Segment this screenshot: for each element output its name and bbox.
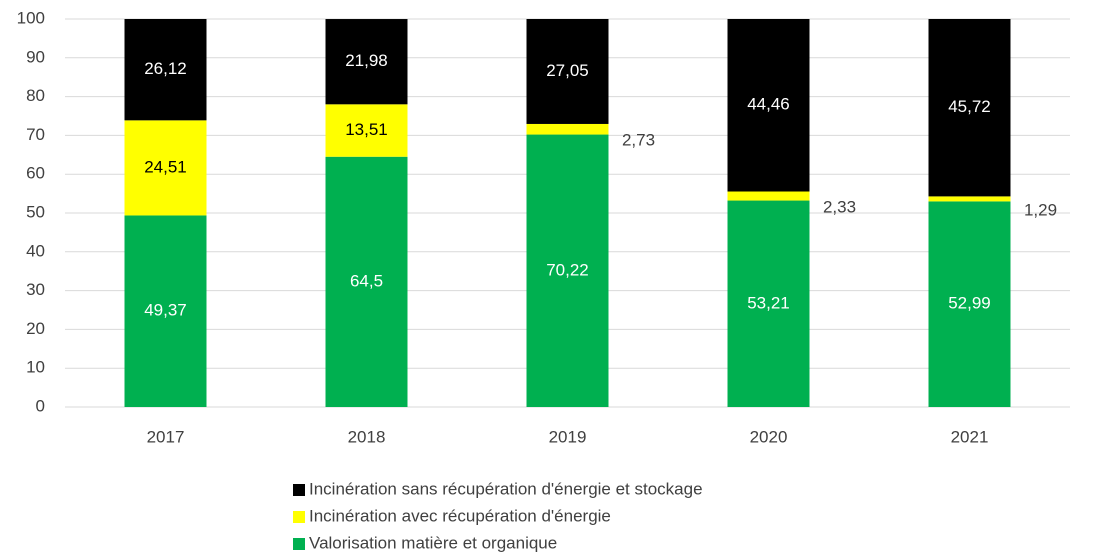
y-tick-label: 40 xyxy=(26,241,45,260)
x-tick-label: 2019 xyxy=(549,427,587,446)
bar-segment xyxy=(526,123,609,135)
legend-marker xyxy=(293,538,305,550)
x-tick-label: 2018 xyxy=(348,427,386,446)
bar-segment xyxy=(727,200,810,407)
y-tick-label: 60 xyxy=(26,164,45,183)
y-tick-label: 10 xyxy=(26,358,45,377)
y-tick-label: 90 xyxy=(26,47,45,66)
y-tick-label: 0 xyxy=(36,396,45,415)
data-label: 2,33 xyxy=(823,198,856,217)
data-label: 26,12 xyxy=(144,59,187,78)
x-tick-label: 2021 xyxy=(951,427,989,446)
bar-segment xyxy=(325,156,408,407)
data-label: 53,21 xyxy=(747,293,790,312)
data-label: 52,99 xyxy=(948,294,991,313)
bar-segment xyxy=(124,120,207,216)
bar-segment xyxy=(928,201,1011,407)
legend-label: Incinération sans récupération d'énergie… xyxy=(309,479,703,498)
legend-marker xyxy=(293,511,305,523)
data-label: 45,72 xyxy=(948,97,991,116)
bar-segment xyxy=(727,19,810,192)
bar-segment xyxy=(526,19,609,124)
data-label: 24,51 xyxy=(144,157,187,176)
y-tick-label: 50 xyxy=(26,202,45,221)
y-tick-label: 100 xyxy=(17,8,45,27)
data-label: 49,37 xyxy=(144,301,187,320)
bar-segment xyxy=(928,196,1011,202)
data-label: 2,73 xyxy=(622,131,655,150)
bar-segment xyxy=(124,215,207,407)
data-label: 64,5 xyxy=(350,271,383,290)
x-tick-label: 2020 xyxy=(750,427,788,446)
data-label: 44,46 xyxy=(747,95,790,114)
data-label: 13,51 xyxy=(345,120,388,139)
legend-label: Incinération avec récupération d'énergie xyxy=(309,506,611,525)
y-tick-label: 70 xyxy=(26,125,45,144)
data-label: 1,29 xyxy=(1024,200,1057,219)
legend-label: Valorisation matière et organique xyxy=(309,533,557,552)
legend-marker xyxy=(293,484,305,496)
y-tick-label: 80 xyxy=(26,86,45,105)
bar-segment xyxy=(526,134,609,408)
data-label: 27,05 xyxy=(546,61,589,80)
bar-segment xyxy=(727,191,810,201)
bar-segment xyxy=(325,19,408,105)
data-label: 70,22 xyxy=(546,260,589,279)
data-label: 21,98 xyxy=(345,51,388,70)
x-tick-label: 2017 xyxy=(147,427,185,446)
bar-segment xyxy=(928,19,1011,197)
bar-segment xyxy=(325,104,408,157)
y-tick-label: 20 xyxy=(26,319,45,338)
bar-segment xyxy=(124,19,207,121)
y-tick-label: 30 xyxy=(26,280,45,299)
